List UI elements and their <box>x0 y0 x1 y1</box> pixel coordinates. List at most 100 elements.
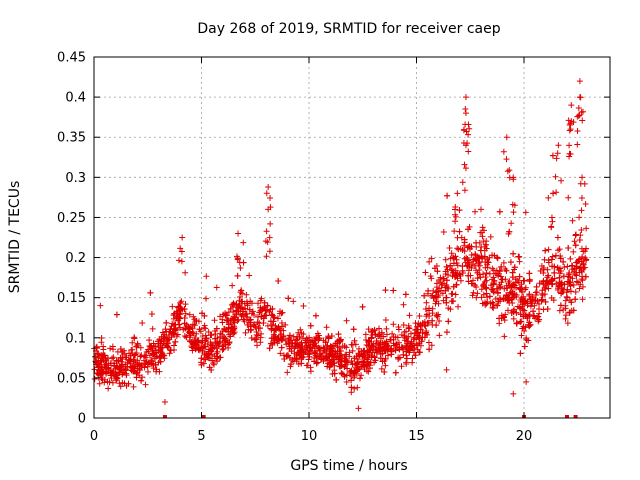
data-point <box>510 250 517 257</box>
data-point <box>267 204 274 211</box>
data-point <box>186 311 193 318</box>
data-point <box>415 332 422 339</box>
data-point <box>454 245 461 252</box>
data-point <box>315 332 322 339</box>
data-point <box>288 337 295 344</box>
data-point <box>454 234 461 241</box>
data-point <box>553 189 560 196</box>
data-point <box>470 289 477 296</box>
data-point <box>363 367 370 374</box>
data-point <box>497 298 504 305</box>
data-point <box>97 302 104 309</box>
data-point <box>280 327 287 334</box>
data-point <box>526 270 533 277</box>
data-point <box>285 295 292 302</box>
data-point <box>330 342 337 349</box>
data-point <box>478 206 484 213</box>
data-point <box>341 355 348 362</box>
data-point <box>264 322 271 329</box>
data-point <box>574 113 581 120</box>
data-point <box>545 285 552 292</box>
data-point <box>348 377 355 384</box>
chart-title: Day 268 of 2019, SRMTID for receiver cae… <box>197 21 500 37</box>
data-point <box>351 385 358 392</box>
data-point <box>424 311 431 318</box>
data-point <box>337 336 344 343</box>
data-point <box>295 361 302 368</box>
data-point <box>481 278 488 285</box>
data-point <box>477 274 484 281</box>
data-point <box>452 218 459 225</box>
data-point <box>549 218 556 225</box>
data-point <box>117 354 124 361</box>
data-point <box>250 322 257 329</box>
data-point <box>521 343 528 350</box>
y-tick-label: 0.3 <box>65 171 86 186</box>
data-point <box>550 297 557 304</box>
data-point <box>153 353 160 360</box>
data-point <box>259 305 266 312</box>
data-point <box>526 322 533 329</box>
data-point <box>128 346 135 353</box>
data-point <box>208 342 215 349</box>
data-point <box>487 233 494 240</box>
data-point <box>578 268 585 275</box>
data-point <box>348 358 355 365</box>
data-point <box>509 269 516 276</box>
data-point <box>343 317 350 324</box>
data-point <box>383 325 390 332</box>
data-point <box>536 280 543 287</box>
data-point <box>488 286 495 293</box>
data-point <box>443 294 450 301</box>
data-point <box>565 194 572 201</box>
data-point <box>471 262 478 269</box>
data-point <box>396 354 403 361</box>
data-point <box>476 254 483 261</box>
data-point <box>462 110 469 117</box>
data-point <box>496 208 503 215</box>
data-point <box>542 247 549 254</box>
data-point <box>202 325 209 332</box>
data-point <box>540 277 547 284</box>
data-point <box>176 324 183 331</box>
data-point <box>421 292 428 299</box>
data-point <box>574 141 581 148</box>
data-point <box>541 291 548 298</box>
data-point <box>398 363 405 370</box>
data-point <box>338 370 345 377</box>
data-point <box>100 346 107 353</box>
data-point <box>459 267 466 274</box>
data-point <box>196 347 203 354</box>
data-point <box>570 282 577 289</box>
data-point <box>118 362 125 369</box>
data-point <box>119 371 126 378</box>
data-point <box>568 299 575 306</box>
data-point <box>516 304 523 311</box>
data-point <box>169 330 176 337</box>
data-point <box>201 351 208 358</box>
data-point <box>376 325 383 332</box>
data-point <box>163 319 170 326</box>
data-point <box>494 255 501 262</box>
data-point <box>494 290 501 297</box>
data-point <box>552 252 559 259</box>
data-point <box>556 265 563 272</box>
data-point <box>579 174 586 181</box>
data-point <box>566 279 573 286</box>
data-point <box>277 327 284 334</box>
data-point <box>482 299 489 306</box>
data-point <box>521 277 528 284</box>
data-point <box>181 320 188 327</box>
data-point <box>583 256 590 263</box>
data-point <box>131 335 138 342</box>
data-point <box>480 238 487 245</box>
data-point <box>556 246 563 253</box>
data-point <box>404 355 411 362</box>
data-point <box>311 358 318 365</box>
data-point <box>225 321 232 328</box>
data-point <box>382 316 389 323</box>
data-point <box>491 277 498 284</box>
data-point <box>452 291 459 298</box>
data-point <box>211 317 218 324</box>
data-point <box>337 348 344 355</box>
